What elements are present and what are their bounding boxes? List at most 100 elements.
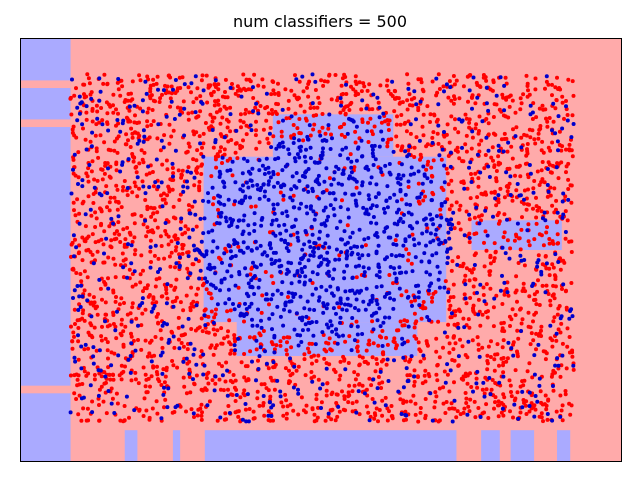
data-point-blue [257,168,262,173]
data-point-blue [569,135,574,140]
data-point-blue [188,271,193,276]
data-point-red [464,133,469,138]
data-point-red [539,324,544,329]
data-point-blue [533,394,538,398]
data-point-blue [273,157,278,162]
data-point-blue [555,210,560,215]
data-point-blue [193,110,198,115]
data-point-blue [69,191,74,196]
data-point-blue [159,180,164,185]
data-point-red [518,96,523,101]
data-point-red [171,171,176,176]
data-point-red [329,417,334,422]
data-point-blue [446,230,451,235]
data-point-red [416,77,421,82]
data-point-blue [390,79,395,84]
data-point-red [456,221,461,226]
data-point-red [175,365,180,370]
data-point-red [495,352,500,357]
data-point-blue [435,264,440,269]
data-point-red [456,255,461,260]
data-point-blue [531,281,536,286]
data-point-blue [224,219,229,224]
data-point-red [132,235,137,240]
data-point-blue [414,102,419,107]
data-point-red [303,410,308,415]
data-point-red [189,301,194,306]
data-point-blue [140,296,145,301]
data-point-red [447,207,452,212]
data-point-red [220,364,224,369]
data-point-blue [129,341,134,346]
data-point-red [492,406,496,411]
data-point-red [452,226,457,231]
data-point-blue [258,188,263,193]
data-point-blue [496,143,501,148]
data-point-red [547,162,552,167]
data-point-red [379,335,384,340]
data-point-blue [369,175,374,180]
data-point-blue [312,217,317,222]
data-point-red [107,208,112,213]
data-point-blue [303,170,308,175]
data-point-red [139,214,144,218]
data-point-blue [323,205,328,210]
data-point-blue [223,215,228,220]
data-point-blue [85,298,90,303]
data-point-red [209,93,214,98]
data-point-blue [400,253,405,258]
data-point-blue [444,217,449,222]
data-point-red [160,345,165,350]
data-point-red [484,248,489,253]
data-point-red [535,169,540,174]
data-point-blue [263,189,267,194]
data-point-red [484,387,489,392]
data-point-blue [213,286,218,291]
data-point-red [242,352,247,356]
data-point-red [307,341,312,346]
data-point-red [141,414,146,418]
data-point-red [298,103,303,108]
data-point-red [567,148,572,153]
data-point-red [368,414,373,419]
data-point-red [449,114,454,119]
data-point-red [453,309,458,314]
data-point-red [556,366,561,371]
data-point-red [209,309,214,314]
data-point-blue [331,306,336,311]
data-point-blue [121,265,126,270]
data-point-blue [373,157,378,162]
data-point-red [85,275,90,280]
data-point-red [569,281,574,285]
data-point-blue [147,185,152,190]
data-point-blue [75,118,80,123]
data-point-blue [424,222,429,227]
data-point-blue [148,245,153,250]
data-point-blue [344,82,348,87]
data-point-blue [163,221,168,225]
data-point-red [129,126,134,131]
data-point-red [390,416,395,421]
data-point-blue [375,386,380,391]
data-point-red [479,138,484,143]
data-point-red [90,108,95,113]
data-point-blue [222,180,227,185]
data-point-red [170,330,175,335]
data-point-red [326,341,331,346]
data-point-blue [338,96,343,101]
data-point-blue [72,152,77,157]
data-point-red [559,148,564,153]
data-point-red [158,234,163,239]
data-point-blue [76,182,80,186]
data-point-red [431,130,436,135]
data-point-blue [135,175,140,180]
data-point-blue [364,286,369,291]
data-point-blue [295,230,300,235]
data-point-red [137,161,142,166]
data-point-red [405,339,410,344]
data-point-red [437,87,442,91]
data-point-blue [256,111,261,116]
data-point-red [93,225,98,229]
data-point-blue [251,85,255,90]
data-point-red [146,376,151,381]
